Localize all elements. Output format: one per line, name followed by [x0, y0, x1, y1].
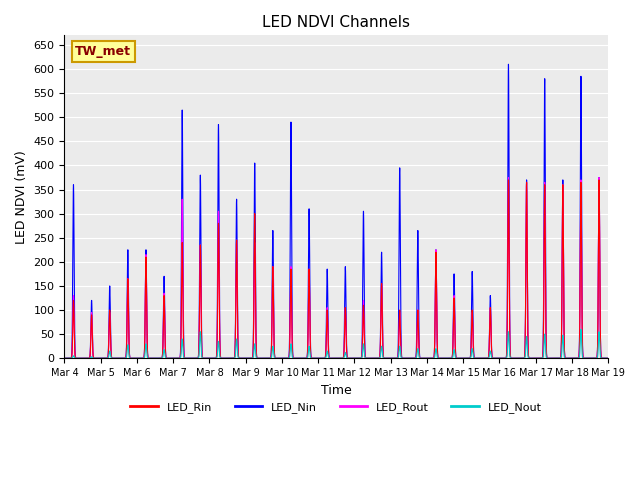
- LED_Nout: [412, 355, 419, 361]
- LED_Nout: [171, 355, 179, 361]
- LED_Rout: [61, 355, 68, 361]
- LED_Nout: [177, 354, 184, 360]
- LED_Rin: [177, 348, 184, 354]
- LED_Nout: [602, 355, 610, 361]
- LED_Nin: [264, 355, 272, 361]
- LED_Rout: [171, 355, 179, 361]
- Line: LED_Nout: LED_Nout: [65, 329, 608, 358]
- LED_Rin: [171, 355, 179, 361]
- X-axis label: Time: Time: [321, 384, 351, 396]
- LED_Rout: [264, 355, 272, 361]
- LED_Nin: [171, 355, 179, 361]
- LED_Nout: [604, 355, 612, 361]
- LED_Rout: [504, 175, 512, 180]
- LED_Nin: [488, 355, 496, 360]
- LED_Rin: [604, 355, 612, 361]
- LED_Rin: [412, 355, 419, 361]
- LED_Rin: [602, 355, 610, 361]
- LED_Nout: [264, 355, 272, 361]
- LED_Rin: [504, 177, 512, 183]
- LED_Nout: [577, 326, 585, 332]
- Line: LED_Rin: LED_Rin: [65, 180, 608, 358]
- LED_Rout: [602, 355, 610, 361]
- LED_Nin: [177, 341, 184, 347]
- LED_Nin: [412, 355, 419, 361]
- Y-axis label: LED NDVI (mV): LED NDVI (mV): [15, 150, 28, 244]
- LED_Nin: [602, 355, 610, 361]
- LED_Nin: [604, 355, 612, 361]
- Title: LED NDVI Channels: LED NDVI Channels: [262, 15, 410, 30]
- Line: LED_Rout: LED_Rout: [65, 178, 608, 358]
- LED_Rout: [412, 355, 419, 361]
- LED_Rout: [604, 355, 612, 361]
- LED_Rin: [488, 355, 496, 361]
- LED_Rout: [488, 355, 496, 361]
- Text: TW_met: TW_met: [76, 45, 131, 58]
- LED_Rin: [61, 355, 68, 361]
- LED_Rin: [264, 355, 272, 361]
- LED_Nout: [488, 355, 496, 361]
- LED_Rout: [177, 346, 184, 352]
- LED_Nin: [504, 61, 512, 67]
- Legend: LED_Rin, LED_Nin, LED_Rout, LED_Nout: LED_Rin, LED_Nin, LED_Rout, LED_Nout: [126, 397, 547, 417]
- LED_Nout: [61, 355, 68, 361]
- Line: LED_Nin: LED_Nin: [65, 64, 608, 358]
- LED_Nin: [61, 355, 68, 361]
